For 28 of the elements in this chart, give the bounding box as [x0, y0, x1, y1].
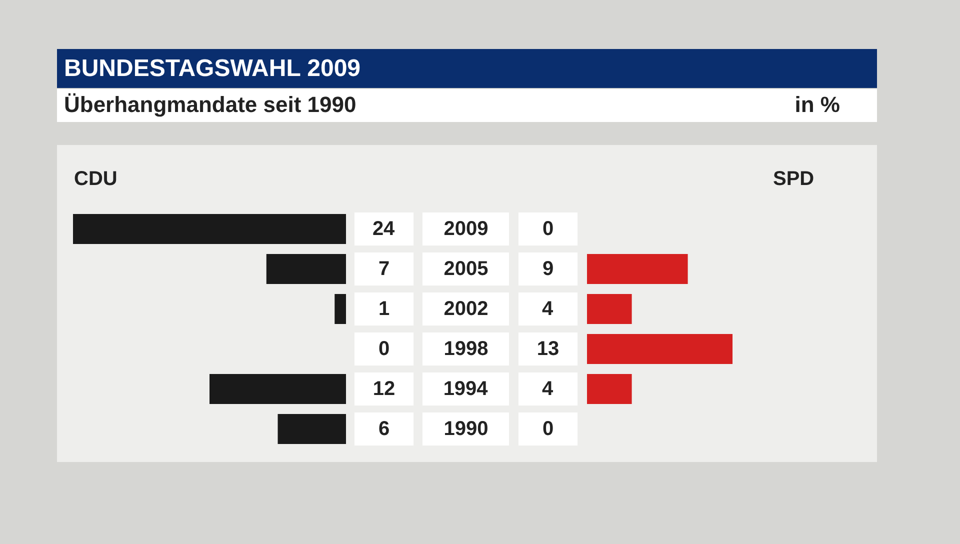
data-label: 4	[542, 378, 554, 400]
data-label: 9	[542, 258, 554, 280]
chart-subtitle: Überhangmandate seit 1990	[64, 91, 356, 119]
data-label: 6	[378, 418, 390, 440]
bar	[278, 414, 346, 444]
bar	[210, 374, 346, 404]
data-label: 0	[542, 218, 554, 240]
y-tick-label: 1994	[443, 378, 489, 400]
bar	[266, 254, 346, 284]
y-tick-label: 2002	[444, 298, 488, 320]
text: SPD	[773, 168, 814, 190]
data-label: 13	[536, 338, 560, 360]
data-label: 24	[372, 218, 396, 240]
data-label: 1	[378, 298, 390, 320]
bar	[73, 214, 346, 244]
chart-title: BUNDESTAGSWAHL 2009	[64, 54, 361, 84]
data-label: 4	[542, 298, 554, 320]
y-tick-label: 1990	[444, 418, 488, 440]
series-label: CDU	[74, 168, 118, 190]
data-label: 7	[378, 258, 390, 280]
data-label: 0	[378, 338, 390, 360]
bar	[334, 294, 346, 324]
data-label: 0	[542, 418, 554, 440]
data-label: 12	[372, 378, 396, 400]
y-tick-label: 2009	[444, 218, 488, 240]
y-tick-label: 2005	[444, 258, 488, 280]
text: in %	[794, 91, 840, 119]
y-tick-label: 1998	[444, 338, 488, 360]
